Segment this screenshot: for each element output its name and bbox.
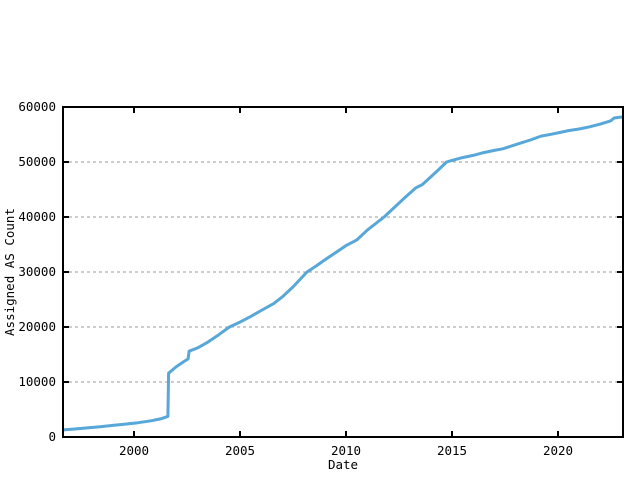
- series-line-assigned-as-count: [62, 115, 623, 432]
- data-series: [62, 115, 623, 432]
- y-tick-label: 20000: [18, 319, 56, 334]
- y-tick-label: 60000: [18, 99, 56, 114]
- y-tick-label: 50000: [18, 154, 56, 169]
- x-axis-title: Date: [328, 457, 358, 472]
- x-tick-label: 2000: [119, 443, 149, 458]
- x-tick-label: 2015: [437, 443, 467, 458]
- x-tick-label: 2020: [543, 443, 573, 458]
- y-tick-label: 10000: [18, 374, 56, 389]
- tick-labels: 0 10000 20000 30000 40000 50000 60000 2000 2005 2…: [18, 99, 573, 458]
- x-tick-label: 2010: [331, 443, 361, 458]
- y-tick-label: 40000: [18, 209, 56, 224]
- plot-border-and-ticks: [62, 106, 624, 438]
- plot-border: [62, 106, 624, 438]
- y-tick-label: 30000: [18, 264, 56, 279]
- y-tick-label: 0: [48, 429, 56, 444]
- x-tick-label: 2005: [225, 443, 255, 458]
- y-axis-title: Assigned AS Count: [2, 208, 17, 336]
- gridlines: [63, 161, 623, 383]
